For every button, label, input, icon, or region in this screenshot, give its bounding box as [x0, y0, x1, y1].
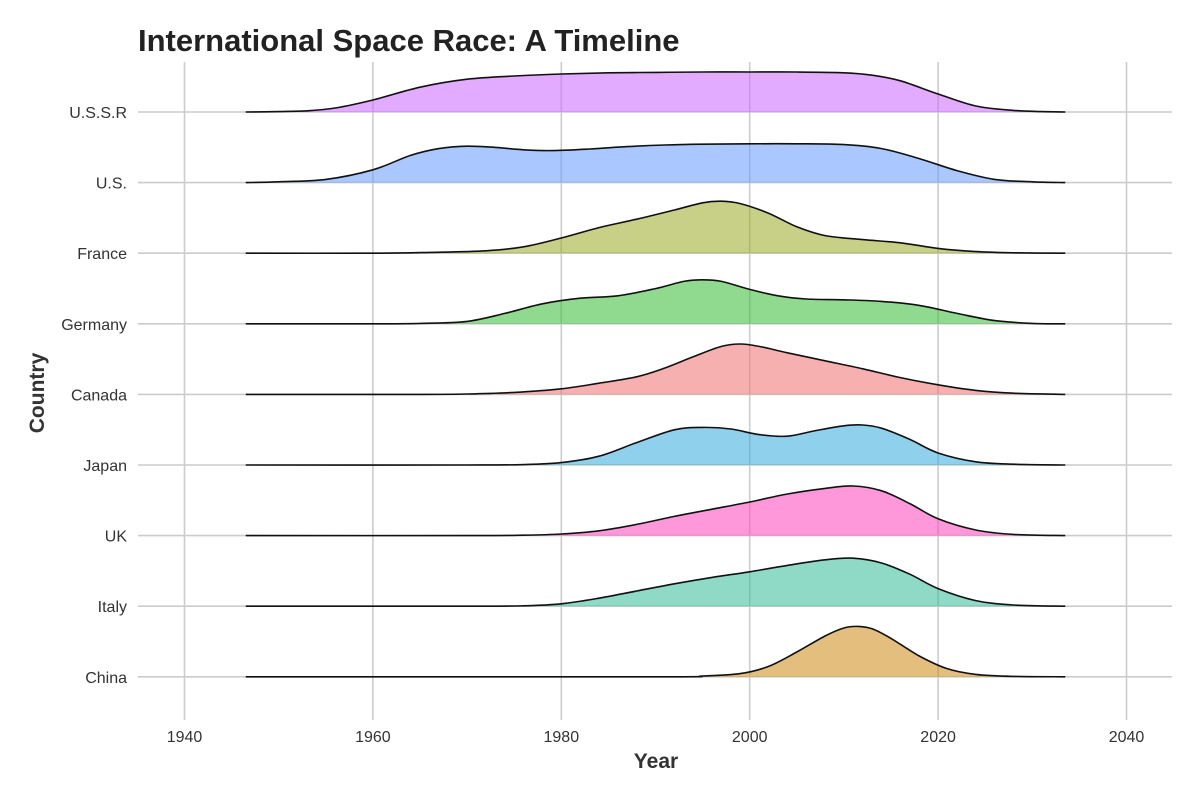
ridge-japan [245, 424, 1066, 466]
ridge-area [245, 626, 1066, 677]
x-axis-title: Year [634, 750, 678, 773]
y-tick-label: China [85, 670, 127, 687]
x-tick-label: 1960 [355, 729, 391, 746]
ridge-uk [245, 485, 1066, 537]
ridge-germany [245, 278, 1066, 325]
y-tick-label: U.S. [96, 176, 127, 193]
y-axis-title: Country [26, 352, 49, 433]
x-tick-label: 2040 [1109, 729, 1145, 746]
ridge-area [245, 279, 1066, 324]
x-tick-label: 2000 [732, 729, 768, 746]
ridges [245, 71, 1066, 678]
chart-title: International Space Race: A Timeline [138, 23, 680, 58]
y-tick-label: Japan [83, 458, 127, 475]
x-tick-label: 2020 [920, 729, 956, 746]
ridge-area [245, 71, 1066, 112]
x-tick-label: 1940 [167, 729, 203, 746]
ridge-area [245, 424, 1066, 466]
ridge-area [245, 201, 1066, 254]
ridge-france [245, 200, 1066, 255]
x-tick-label: 1980 [544, 729, 580, 746]
ridge-area [245, 558, 1066, 607]
x-axis-ticks: 1940 1960 1980 2000 2020 2040 [167, 729, 1145, 746]
y-tick-label: France [77, 246, 127, 263]
ridge-outline [245, 142, 1066, 184]
ridge-area [245, 344, 1066, 395]
ridge-outline [245, 424, 1066, 466]
ridge-outline [245, 343, 1066, 396]
ridge-outline [245, 625, 1066, 678]
y-tick-label: U.S.S.R [69, 105, 127, 122]
ridge-italy [245, 557, 1066, 608]
ridge-china [245, 625, 1066, 678]
y-tick-label: UK [105, 529, 128, 546]
ridge-outline [245, 557, 1066, 608]
y-tick-label: Canada [71, 387, 127, 404]
ridge-area [245, 143, 1066, 183]
ridge-outline [245, 485, 1066, 537]
ridge-outline [245, 71, 1066, 113]
ridge-area [245, 485, 1066, 536]
y-tick-label: Italy [98, 599, 127, 616]
y-axis-ticks: U.S.S.R U.S. France Germany Canada Japan UK Ita… [61, 105, 127, 687]
ridge-u-s-s-r [245, 71, 1066, 113]
ridge-canada [245, 343, 1066, 396]
y-tick-label: Germany [61, 317, 127, 334]
ridge-outline [245, 278, 1066, 325]
ridge-u-s- [245, 142, 1066, 184]
ridge-outline [245, 200, 1066, 255]
